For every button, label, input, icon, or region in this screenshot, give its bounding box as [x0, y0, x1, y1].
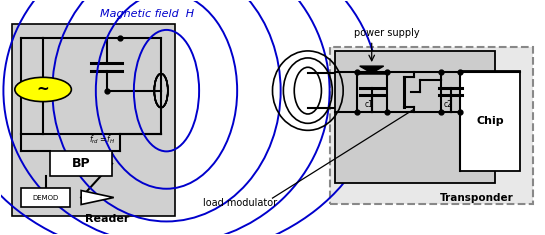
Text: BP: BP [71, 157, 90, 170]
Text: load modulator: load modulator [203, 198, 277, 208]
Circle shape [15, 77, 71, 102]
FancyBboxPatch shape [11, 24, 174, 216]
FancyBboxPatch shape [330, 47, 534, 204]
Bar [460, 71, 520, 171]
Text: Reader: Reader [84, 214, 129, 224]
Text: c1: c1 [365, 100, 373, 109]
Text: ~: ~ [37, 82, 50, 97]
Bar [335, 51, 495, 183]
Text: DEMOD: DEMOD [33, 195, 59, 200]
Polygon shape [81, 191, 114, 204]
Text: power supply: power supply [354, 28, 420, 38]
Bar [50, 151, 112, 176]
Bar [21, 188, 70, 208]
Text: Transponder: Transponder [439, 193, 513, 203]
Polygon shape [360, 66, 384, 73]
Text: c2: c2 [444, 100, 452, 109]
Text: $f_{rd}=f_H$: $f_{rd}=f_H$ [89, 133, 116, 145]
Text: Magnetic field  H: Magnetic field H [100, 8, 195, 19]
Text: Chip: Chip [476, 116, 504, 126]
